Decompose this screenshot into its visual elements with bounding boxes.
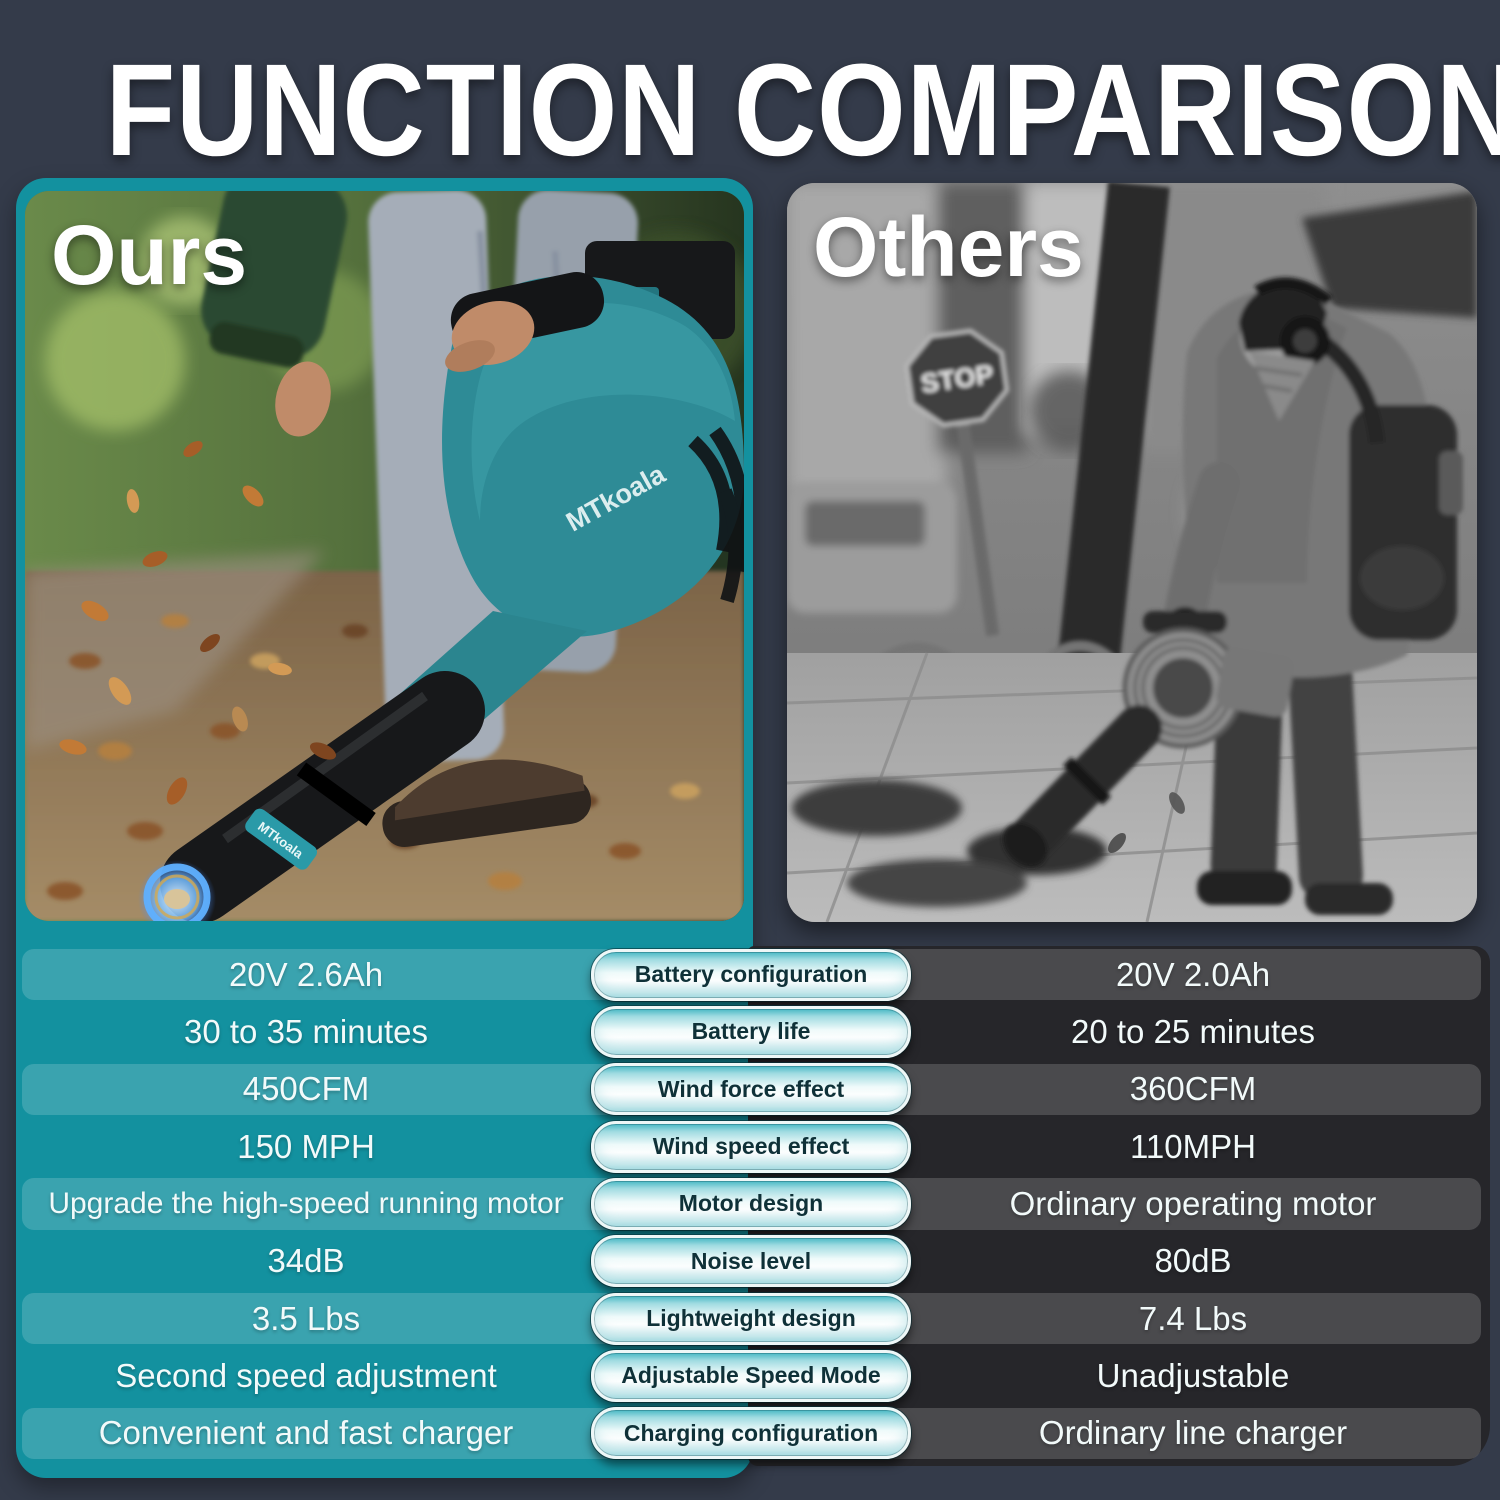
table-row: 30 to 35 minutes Battery life 20 to 25 m… <box>22 1003 1481 1060</box>
feature-label: Battery configuration <box>634 961 868 988</box>
others-photo-illustration: STOP <box>787 183 1477 922</box>
leaf-blower: MTkoala MTkoala <box>125 241 744 921</box>
feature-label: Charging configuration <box>623 1419 879 1446</box>
feature-pill: Charging configuration <box>591 1407 911 1460</box>
others-value: Ordinary line charger <box>1038 1414 1348 1452</box>
ours-panel: MTkoala MTkoala <box>16 178 753 1478</box>
feature-label: Wind speed effect <box>652 1133 850 1160</box>
others-value: 80dB <box>1154 1242 1232 1280</box>
ours-label: Ours <box>51 208 248 302</box>
feature-pill: Wind speed effect <box>591 1120 911 1173</box>
others-label: Others <box>813 200 1084 294</box>
feature-label: Noise level <box>690 1247 812 1274</box>
others-value: 20V 2.0Ah <box>1115 955 1271 993</box>
title-bar: FUNCTION COMPARISON <box>0 34 1500 185</box>
ours-photo: MTkoala MTkoala <box>25 191 744 921</box>
feature-pill: Motor design <box>591 1177 911 1230</box>
table-row: 450CFM Wind force effect 360CFM <box>22 1061 1481 1118</box>
feature-label: Motor design <box>678 1190 824 1217</box>
feature-label: Adjustable Speed Mode <box>621 1362 881 1389</box>
feature-pill: Lightweight design <box>591 1292 911 1345</box>
table-row: 20V 2.6Ah Battery configuration 20V 2.0A… <box>22 946 1481 1003</box>
feature-pill: Battery life <box>591 1005 911 1058</box>
table-row: Second speed adjustment Adjustable Speed… <box>22 1347 1481 1404</box>
flying-leaves <box>59 441 337 805</box>
feature-label: Wind force effect <box>657 1075 845 1102</box>
ours-value: 20V 2.6Ah <box>228 955 384 993</box>
ours-value: 3.5 Lbs <box>251 1299 361 1337</box>
comparison-table: 20V 2.6Ah Battery configuration 20V 2.0A… <box>22 946 1481 1462</box>
ours-value: 30 to 35 minutes <box>184 1012 428 1050</box>
others-value: 110MPH <box>1130 1127 1256 1165</box>
others-value: Ordinary operating motor <box>1009 1184 1377 1222</box>
feature-label: Battery life <box>691 1018 811 1045</box>
table-row: Convenient and fast charger Charging con… <box>22 1405 1481 1462</box>
others-value: 7.4 Lbs <box>1138 1299 1248 1337</box>
ours-value: Upgrade the high-speed running motor <box>48 1186 564 1220</box>
person-others <box>1002 277 1463 915</box>
others-value: 20 to 25 minutes <box>1071 1012 1315 1050</box>
table-row: Upgrade the high-speed running motor Mot… <box>22 1175 1481 1232</box>
feature-pill: Noise level <box>591 1235 911 1288</box>
stop-sign: STOP <box>904 328 1010 637</box>
ours-value: 450CFM <box>242 1070 370 1108</box>
ours-value: Second speed adjustment <box>115 1356 497 1394</box>
ours-photo-illustration: MTkoala MTkoala <box>25 191 744 921</box>
ours-value: 34dB <box>267 1242 345 1280</box>
ours-value: 150 MPH <box>237 1127 375 1165</box>
feature-pill: Battery configuration <box>591 948 911 1001</box>
table-row: 150 MPH Wind speed effect 110MPH <box>22 1118 1481 1175</box>
others-value: 360CFM <box>1129 1070 1257 1108</box>
feature-pill: Adjustable Speed Mode <box>591 1349 911 1402</box>
page-title: FUNCTION COMPARISON <box>105 36 1500 183</box>
others-photo: STOP <box>787 183 1477 922</box>
table-row: 34dB Noise level 80dB <box>22 1233 1481 1290</box>
feature-label: Lightweight design <box>646 1305 856 1332</box>
table-row: 3.5 Lbs Lightweight design 7.4 Lbs <box>22 1290 1481 1347</box>
others-value: Unadjustable <box>1096 1356 1290 1394</box>
ours-value: Convenient and fast charger <box>98 1414 514 1452</box>
feature-pill: Wind force effect <box>591 1063 911 1116</box>
